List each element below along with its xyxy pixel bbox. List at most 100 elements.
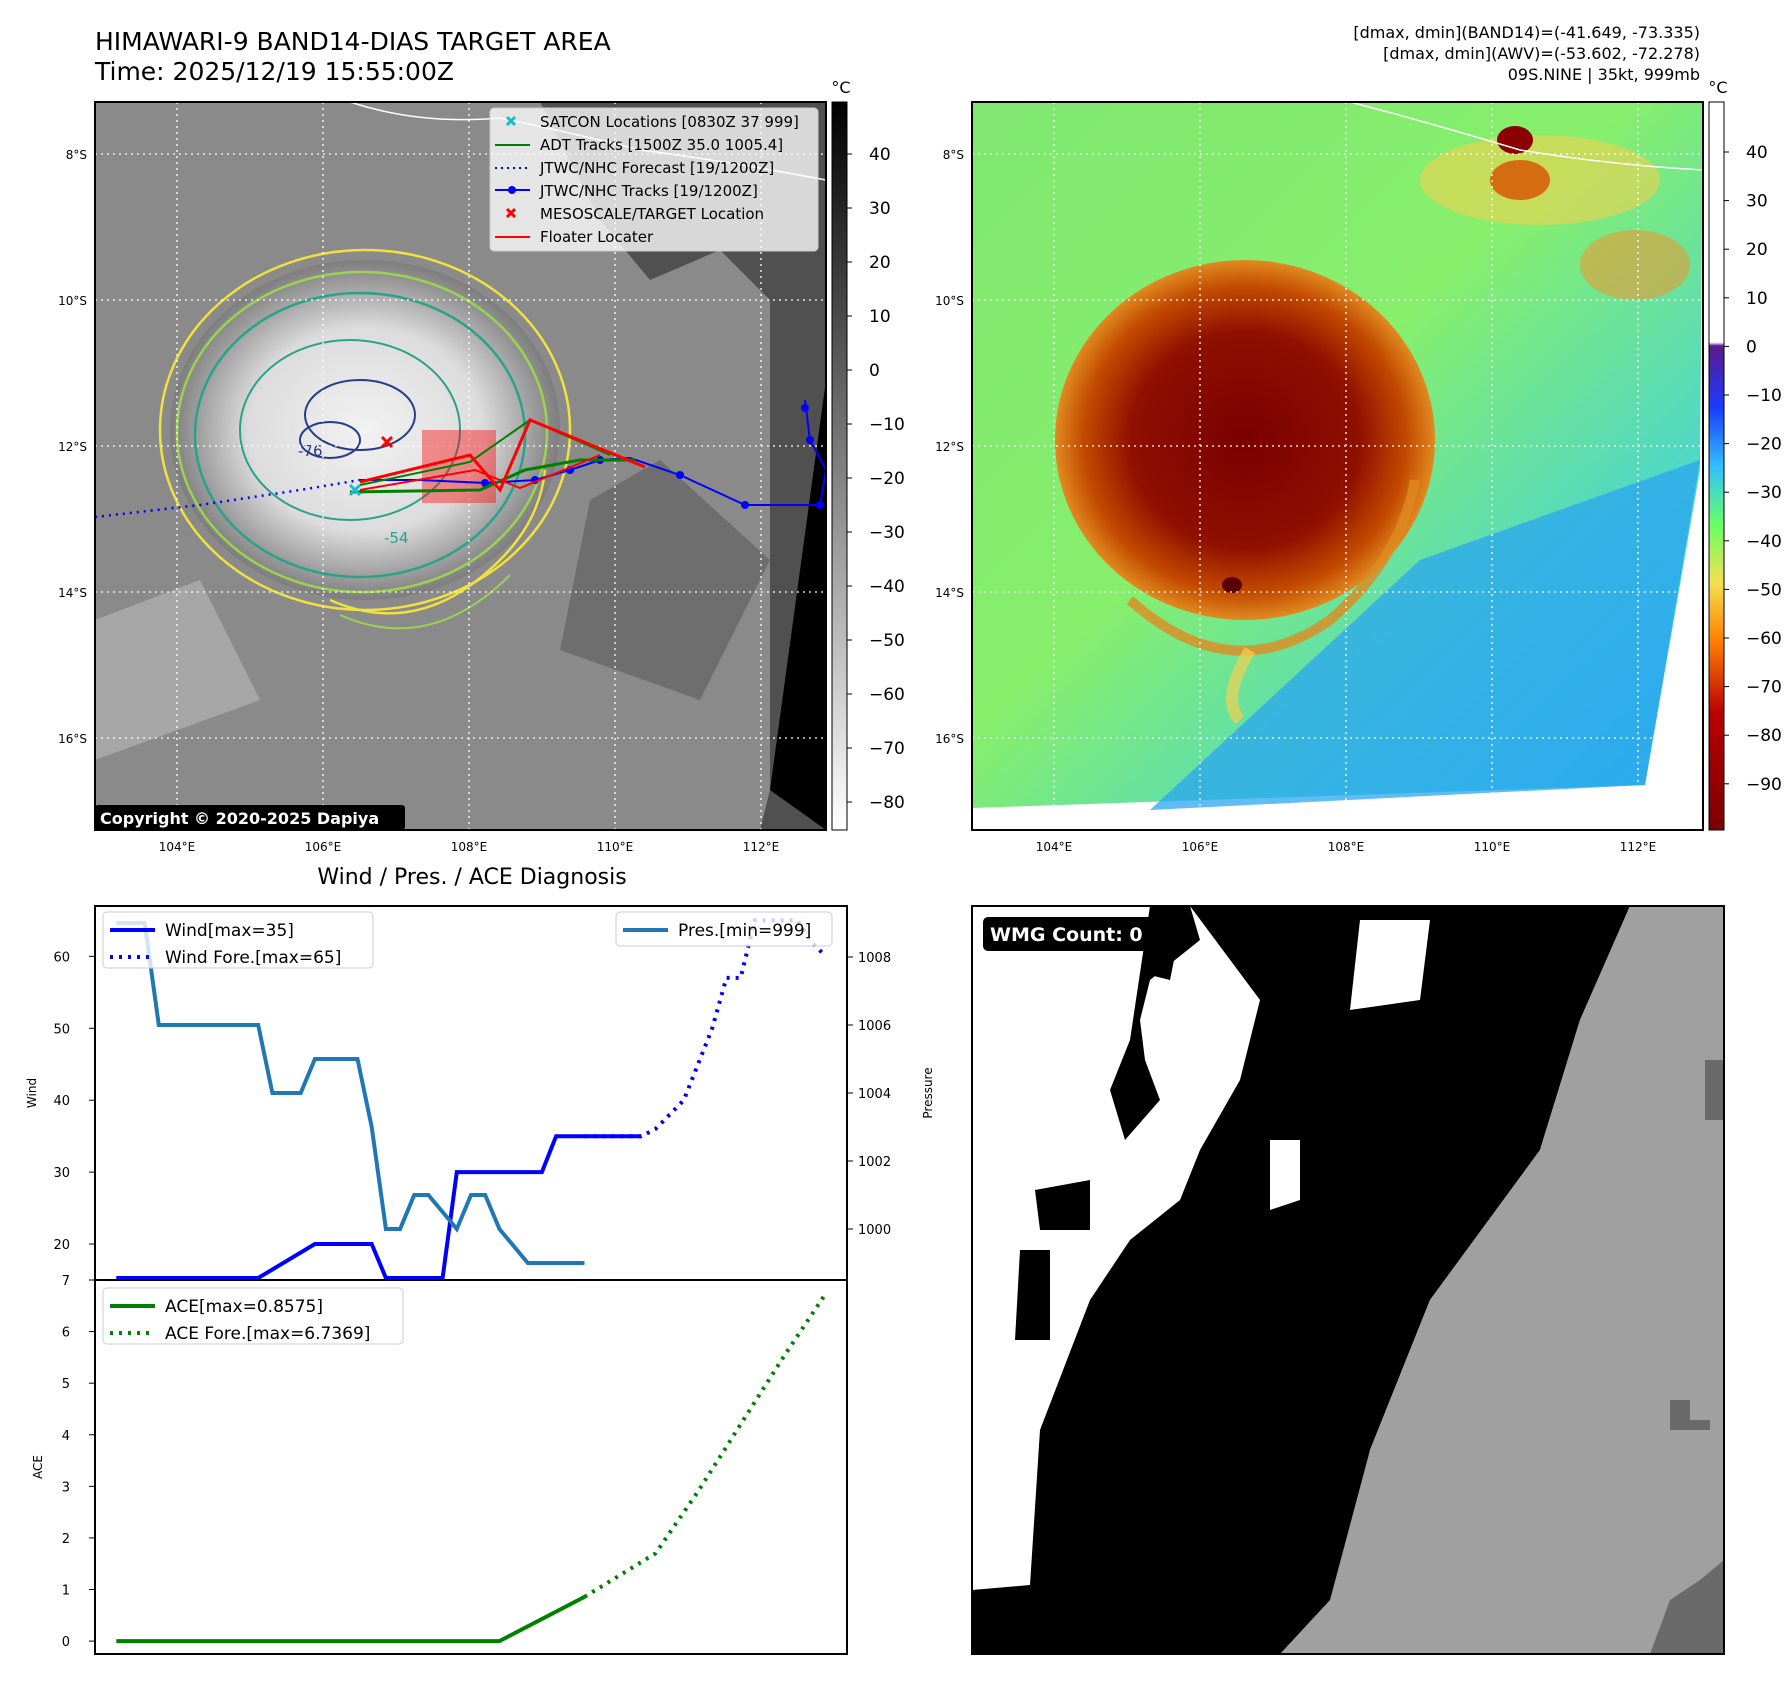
gray-colorbar: °C 40 30 20 10 0 −10 −20 −30 −40 −50 −60 −70 −80: [831, 78, 905, 831]
lon-label-112e: 112°E: [743, 840, 780, 854]
figure-title: HIMAWARI-9 BAND14-DIAS TARGET AREA: [95, 27, 611, 56]
ace-tick-label: 2: [62, 1532, 70, 1547]
contour-label-76: -76: [298, 442, 323, 460]
legend-adt: ADT Tracks [1500Z 35.0 1005.4]: [540, 136, 783, 154]
band14-color-map: 8°S 10°S 12°S 14°S 16°S 104°E 106°E 108°…: [935, 101, 1704, 854]
color-colorbar-tick-label: 0: [1746, 337, 1757, 357]
ace-panel: ACE 0 1 2 3 4 5 6 7 ACE[max=0.8575] ACE Fore.[m…: [31, 1274, 848, 1655]
gray-colorbar-tick-label: 30: [869, 199, 891, 219]
lat-label-16s-right: 16°S: [935, 732, 964, 746]
figure-time: Time: 2025/12/19 15:55:00Z: [94, 57, 454, 86]
gray-colorbar-tick-label: −10: [869, 415, 905, 435]
lat-label-10s-right: 10°S: [935, 294, 964, 308]
pressure-tick-label: 1006: [858, 1019, 891, 1034]
color-colorbar-tick-label: −20: [1746, 435, 1782, 455]
ace-tick-label: 1: [62, 1584, 70, 1599]
lon-label-106e-right: 106°E: [1182, 840, 1219, 854]
legend-wind: Wind[max=35]: [165, 921, 294, 941]
wind-legend: Wind[max=35] Wind Fore.[max=65]: [102, 911, 374, 969]
ace-tick-label: 3: [62, 1480, 70, 1495]
color-colorbar-unit: °C: [1708, 78, 1727, 97]
wind-tick-label: 20: [53, 1238, 70, 1253]
color-colorbar-tick-label: 20: [1746, 240, 1768, 260]
color-colorbar-tick-label: −90: [1746, 775, 1782, 795]
legend-wind-fore: Wind Fore.[max=65]: [165, 948, 341, 968]
wind-tick-label: 40: [53, 1094, 70, 1109]
pressure-legend: Pres.[min=999]: [615, 911, 833, 947]
legend-target: MESOSCALE/TARGET Location: [540, 205, 764, 223]
lon-label-110e-right: 110°E: [1474, 840, 1511, 854]
lon-label-104e: 104°E: [159, 840, 196, 854]
legend-jtwc-tracks: JTWC/NHC Tracks [19/1200Z]: [539, 182, 758, 200]
color-colorbar-tick-label: −50: [1746, 580, 1782, 600]
diagnosis-title: Wind / Pres. / ACE Diagnosis: [317, 865, 626, 890]
legend-jtwc-forecast: JTWC/NHC Forecast [19/1200Z]: [539, 159, 774, 177]
gray-colorbar-tick-label: −70: [869, 739, 905, 759]
legend-pressure: Pres.[min=999]: [678, 921, 811, 941]
color-colorbar-tick-label: 10: [1746, 289, 1768, 309]
legend-satcon: SATCON Locations [0830Z 37 999]: [540, 113, 799, 131]
lon-label-108e: 108°E: [451, 840, 488, 854]
gray-colorbar-tick-label: 10: [869, 307, 891, 327]
wmg-count-label: WMG Count: 0: [990, 924, 1143, 946]
copyright-label: Copyright © 2020-2025 Dapiya: [100, 809, 379, 828]
wmg-panel: WMG Count: 0: [971, 905, 1725, 1655]
series-line-pres: [116, 921, 585, 1265]
color-colorbar-tick-label: −60: [1746, 629, 1782, 649]
pressure-tick-label: 1000: [858, 1223, 891, 1238]
color-colorbar-tick-label: 40: [1746, 143, 1768, 163]
contour-label-54: -54: [384, 529, 409, 547]
wind-axis-label: Wind: [25, 1078, 39, 1108]
color-colorbar-tick-label: −80: [1746, 726, 1782, 746]
legend-floater: Floater Locater: [540, 228, 654, 246]
gray-colorbar-tick-label: 20: [869, 253, 891, 273]
gray-colorbar-tick-label: −60: [869, 685, 905, 705]
lat-label-12s-right: 12°S: [935, 440, 964, 454]
gray-colorbar-unit: °C: [831, 78, 850, 97]
lat-label-14s-right: 14°S: [935, 586, 964, 600]
color-colorbar-tick-label: −10: [1746, 386, 1782, 406]
lon-label-110e: 110°E: [597, 840, 634, 854]
lat-label-12s: 12°S: [58, 440, 87, 454]
wind-pressure-panel: Wind Pressure 20 30 40 50 60 1000 1002 1004 1006…: [25, 905, 935, 1281]
series-line-ace-fore: [583, 1292, 828, 1599]
lon-label-112e-right: 112°E: [1620, 840, 1657, 854]
gray-colorbar-tick-label: −80: [869, 793, 905, 813]
lat-label-8s: 8°S: [66, 148, 87, 162]
pressure-tick-label: 1002: [858, 1155, 891, 1170]
legend-ace-fore: ACE Fore.[max=6.7369]: [165, 1324, 370, 1344]
gray-colorbar-tick-label: −30: [869, 523, 905, 543]
series-line-wind: [116, 1134, 642, 1280]
dmax-band14: [dmax, dmin](BAND14)=(-41.649, -73.335): [1353, 23, 1700, 42]
lat-label-14s: 14°S: [58, 586, 87, 600]
pressure-axis-label: Pressure: [921, 1067, 935, 1118]
color-colorbar: °C 40 30 20 10 0 −10 −20 −30 −40 −50 −60 −70 −80 −90: [1708, 78, 1782, 831]
storm-info: 09S.NINE | 35kt, 999mb: [1508, 65, 1700, 84]
lat-label-8s-right: 8°S: [943, 148, 964, 162]
ace-tick-label: 4: [62, 1429, 70, 1444]
ace-tick-label: 0: [62, 1635, 70, 1650]
gray-colorbar-tick-label: −40: [869, 577, 905, 597]
series-line-ace: [116, 1595, 586, 1644]
pressure-tick-label: 1004: [858, 1087, 891, 1102]
color-colorbar-tick-label: −70: [1746, 678, 1782, 698]
pressure-tick-label: 1008: [858, 951, 891, 966]
map-legend: SATCON Locations [0830Z 37 999] ADT Trac…: [489, 107, 819, 252]
gray-colorbar-tick-label: −20: [869, 469, 905, 489]
gray-colorbar-tick-label: 0: [869, 361, 880, 381]
color-colorbar-tick-label: 30: [1746, 192, 1768, 212]
wind-tick-label: 50: [53, 1022, 70, 1037]
color-colorbar-tick-label: −30: [1746, 483, 1782, 503]
lon-label-108e-right: 108°E: [1328, 840, 1365, 854]
gray-colorbar-tick-label: −50: [869, 631, 905, 651]
gray-colorbar-tick-label: 40: [869, 145, 891, 165]
ace-tick-label: 6: [62, 1326, 70, 1341]
lat-label-10s: 10°S: [58, 294, 87, 308]
lat-label-16s: 16°S: [58, 732, 87, 746]
ace-tick-label: 7: [62, 1274, 70, 1289]
wind-tick-label: 60: [53, 950, 70, 965]
wind-tick-label: 30: [53, 1166, 70, 1181]
dmax-awv: [dmax, dmin](AWV)=(-53.602, -72.278): [1383, 44, 1700, 63]
ace-legend: ACE[max=0.8575] ACE Fore.[max=6.7369]: [102, 1287, 404, 1345]
